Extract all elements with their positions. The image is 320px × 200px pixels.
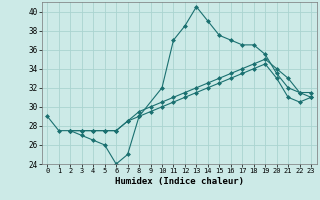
X-axis label: Humidex (Indice chaleur): Humidex (Indice chaleur) [115, 177, 244, 186]
